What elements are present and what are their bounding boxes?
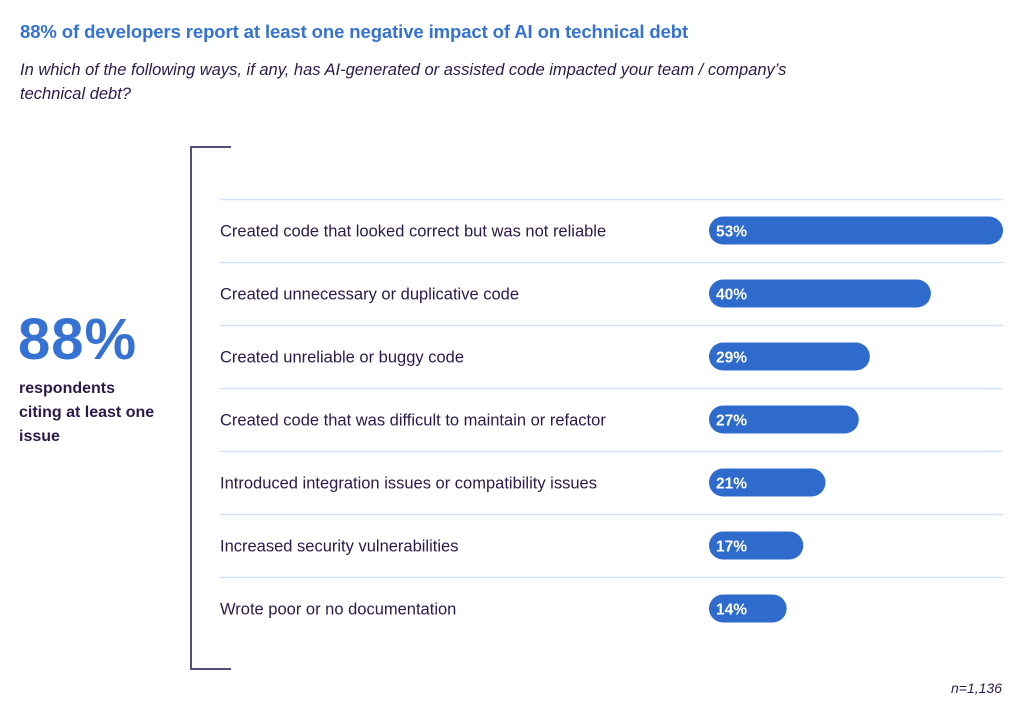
category-label: Increased security vulnerabilities — [220, 538, 458, 556]
category-label: Created code that looked correct but was… — [220, 223, 606, 241]
highlight-stat-label: respondents citing at least one issue — [19, 380, 155, 445]
bracket-bottom-tick — [190, 668, 231, 670]
bar — [709, 342, 870, 371]
data-label: 29% — [716, 350, 747, 367]
data-label: 53% — [716, 224, 747, 241]
category-label: Created code that was difficult to maint… — [220, 412, 606, 430]
category-label: Wrote poor or no documentation — [220, 601, 456, 619]
data-label: 40% — [716, 287, 747, 304]
sample-size-note: n=1,136 — [951, 680, 1002, 696]
bar — [709, 531, 804, 560]
bracket-line — [190, 146, 192, 670]
bar — [709, 279, 931, 308]
chart-title: 88% of developers report at least one ne… — [20, 21, 689, 42]
bar — [709, 216, 1003, 245]
data-label: 17% — [716, 539, 747, 556]
bar — [709, 468, 826, 497]
bar — [709, 594, 787, 623]
highlight-stat-value: 88% — [18, 307, 138, 372]
data-label: 21% — [716, 476, 747, 493]
data-label: 14% — [716, 602, 747, 619]
category-label: Introduced integration issues or compati… — [220, 475, 597, 493]
bracket-top-tick — [190, 146, 231, 148]
data-label: 27% — [716, 413, 747, 430]
category-label: Created unreliable or buggy code — [220, 349, 464, 367]
bar — [709, 405, 859, 434]
category-label: Created unnecessary or duplicative code — [220, 286, 519, 304]
chart-subtitle: In which of the following ways, if any, … — [20, 61, 787, 103]
